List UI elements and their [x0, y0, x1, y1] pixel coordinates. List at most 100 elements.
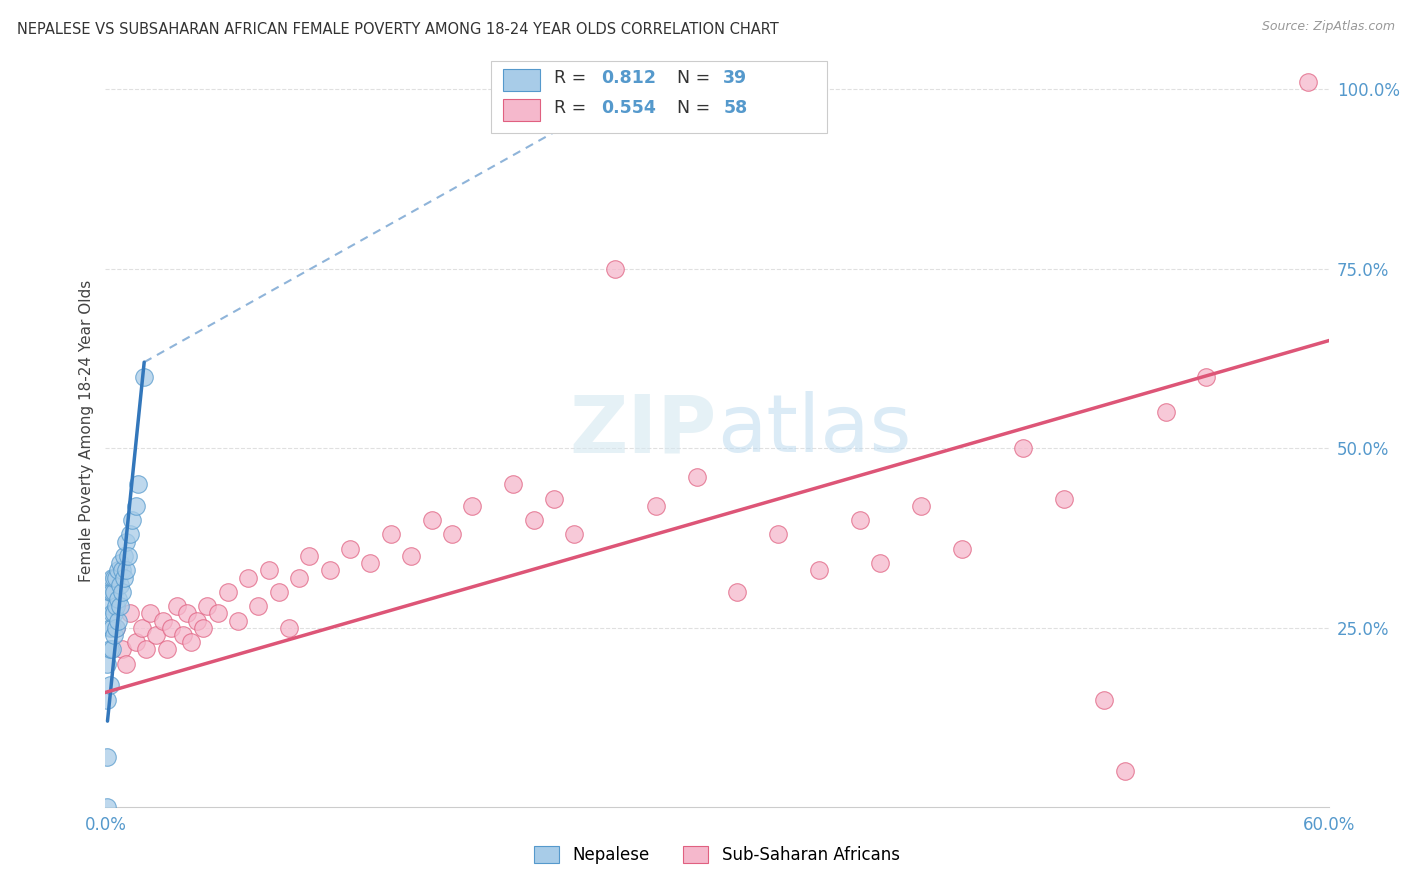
- Point: [112, 570, 135, 584]
- Point: [115, 563, 138, 577]
- Point: [115, 534, 138, 549]
- Point: [207, 607, 229, 621]
- Point: [98, 621, 121, 635]
- Point: [727, 585, 749, 599]
- Text: R =: R =: [554, 99, 592, 117]
- Point: [193, 621, 215, 635]
- Point: [108, 578, 131, 592]
- Y-axis label: Female Poverty Among 18-24 Year Olds: Female Poverty Among 18-24 Year Olds: [79, 279, 94, 582]
- Point: [159, 621, 181, 635]
- Legend: Nepalese, Sub-Saharan Africans: Nepalese, Sub-Saharan Africans: [527, 839, 907, 871]
- Point: [100, 642, 122, 657]
- Point: [360, 556, 382, 570]
- Point: [118, 527, 141, 541]
- Point: [441, 527, 464, 541]
- FancyBboxPatch shape: [491, 61, 827, 133]
- Point: [103, 607, 125, 621]
- Point: [1092, 692, 1115, 706]
- Point: [107, 563, 129, 577]
- Point: [96, 750, 118, 764]
- Point: [1154, 405, 1177, 419]
- Point: [186, 614, 208, 628]
- Point: [127, 477, 149, 491]
- FancyBboxPatch shape: [503, 69, 540, 91]
- Point: [125, 499, 148, 513]
- Text: 0.554: 0.554: [600, 99, 655, 117]
- Point: [100, 585, 122, 599]
- Text: R =: R =: [554, 69, 592, 87]
- Point: [107, 614, 129, 628]
- Point: [1052, 491, 1074, 506]
- Point: [98, 642, 121, 657]
- Point: [112, 549, 135, 563]
- Text: 58: 58: [723, 99, 748, 117]
- Point: [543, 491, 565, 506]
- Point: [523, 513, 546, 527]
- Point: [502, 477, 524, 491]
- Point: [768, 527, 790, 541]
- Point: [131, 621, 153, 635]
- Point: [339, 541, 361, 556]
- Point: [111, 563, 134, 577]
- Point: [950, 541, 973, 556]
- Point: [111, 642, 134, 657]
- Point: [135, 642, 157, 657]
- Text: 0.812: 0.812: [600, 69, 655, 87]
- Point: [118, 607, 141, 621]
- Point: [172, 628, 194, 642]
- Point: [111, 585, 134, 599]
- Point: [152, 614, 174, 628]
- Point: [98, 585, 121, 599]
- Point: [107, 592, 129, 607]
- Point: [1012, 442, 1035, 456]
- Point: [176, 607, 198, 621]
- Point: [104, 599, 127, 614]
- Point: [401, 549, 423, 563]
- Point: [145, 628, 167, 642]
- Text: Source: ZipAtlas.com: Source: ZipAtlas.com: [1261, 20, 1395, 33]
- Point: [104, 621, 127, 635]
- Point: [125, 635, 148, 649]
- Point: [1195, 369, 1218, 384]
- Point: [226, 614, 249, 628]
- Point: [1114, 764, 1136, 779]
- Text: atlas: atlas: [717, 392, 911, 469]
- Point: [180, 635, 202, 649]
- Point: [96, 800, 118, 814]
- Point: [104, 570, 127, 584]
- Point: [108, 556, 131, 570]
- Text: ZIP: ZIP: [569, 392, 717, 469]
- Text: N =: N =: [676, 69, 716, 87]
- Point: [166, 599, 188, 614]
- Point: [96, 692, 118, 706]
- Point: [420, 513, 443, 527]
- Point: [910, 499, 932, 513]
- Point: [100, 621, 122, 635]
- Point: [103, 570, 125, 584]
- Point: [605, 261, 627, 276]
- Point: [217, 585, 239, 599]
- Text: NEPALESE VS SUBSAHARAN AFRICAN FEMALE POVERTY AMONG 18-24 YEAR OLDS CORRELATION : NEPALESE VS SUBSAHARAN AFRICAN FEMALE PO…: [17, 22, 779, 37]
- Point: [103, 628, 125, 642]
- Point: [562, 527, 586, 541]
- Point: [121, 513, 143, 527]
- Point: [117, 549, 139, 563]
- Point: [197, 599, 219, 614]
- Point: [849, 513, 872, 527]
- Point: [134, 369, 156, 384]
- Point: [298, 549, 321, 563]
- Point: [318, 563, 342, 577]
- Point: [247, 599, 270, 614]
- Point: [1296, 75, 1319, 89]
- Point: [139, 607, 162, 621]
- Point: [100, 570, 122, 584]
- Point: [96, 657, 118, 671]
- Point: [115, 657, 138, 671]
- Point: [267, 585, 290, 599]
- Point: [108, 599, 131, 614]
- Point: [236, 570, 260, 584]
- Point: [807, 563, 830, 577]
- Text: N =: N =: [676, 99, 716, 117]
- Point: [103, 585, 125, 599]
- Point: [156, 642, 179, 657]
